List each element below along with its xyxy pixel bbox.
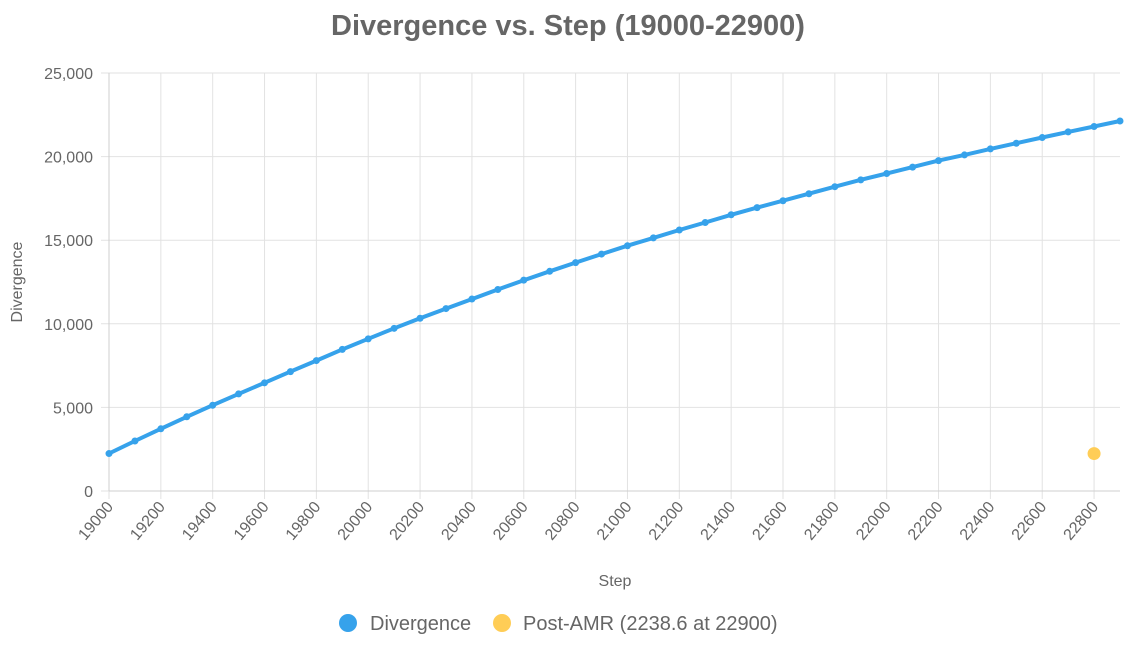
x-tick-label: 22400 bbox=[957, 499, 999, 544]
x-axis-label: Step bbox=[599, 573, 632, 590]
data-point[interactable] bbox=[1116, 117, 1124, 125]
x-tick-label: 21400 bbox=[698, 499, 740, 544]
data-point[interactable] bbox=[727, 211, 735, 219]
data-point[interactable] bbox=[935, 157, 943, 165]
y-tick-label: 15,000 bbox=[44, 233, 93, 250]
data-point[interactable] bbox=[1012, 139, 1020, 147]
data-point[interactable] bbox=[183, 413, 191, 421]
x-tick-label: 20200 bbox=[387, 499, 429, 544]
data-point[interactable] bbox=[701, 218, 709, 226]
x-tick-label: 22200 bbox=[905, 499, 947, 544]
legend-label-post-amr: Post-AMR (2238.6 at 22900) bbox=[523, 613, 778, 635]
chart-title: Divergence vs. Step (19000-22900) bbox=[331, 10, 805, 42]
data-point[interactable] bbox=[675, 226, 683, 234]
data-point[interactable] bbox=[416, 314, 424, 322]
data-point[interactable] bbox=[831, 183, 839, 191]
data-point[interactable] bbox=[883, 169, 891, 177]
x-axis: 19000 19200 19400 19600 19800 20000 20200 20400… bbox=[75, 499, 1102, 544]
data-point[interactable] bbox=[235, 390, 243, 398]
data-point[interactable] bbox=[131, 437, 139, 445]
legend-swatch-divergence bbox=[339, 614, 357, 632]
x-tick-label: 22600 bbox=[1009, 499, 1051, 544]
data-point[interactable] bbox=[779, 197, 787, 205]
x-tick-label: 20400 bbox=[438, 499, 480, 544]
data-point[interactable] bbox=[960, 151, 968, 159]
x-tick-label: 19400 bbox=[179, 499, 221, 544]
x-tick-label: 22800 bbox=[1061, 499, 1103, 544]
series bbox=[105, 117, 1124, 461]
y-tick-label: 0 bbox=[84, 484, 93, 501]
x-tick-label: 21000 bbox=[594, 499, 636, 544]
data-point[interactable] bbox=[986, 145, 994, 153]
data-point[interactable] bbox=[442, 305, 450, 313]
x-tick-label: 21600 bbox=[749, 499, 791, 544]
data-point[interactable] bbox=[105, 450, 113, 458]
x-tick-label: 19800 bbox=[283, 499, 325, 544]
data-point[interactable] bbox=[546, 267, 554, 275]
legend-label-divergence: Divergence bbox=[370, 613, 471, 635]
data-point[interactable] bbox=[312, 357, 320, 365]
x-tick-label: 19200 bbox=[127, 499, 169, 544]
x-tick-label: 20600 bbox=[490, 499, 532, 544]
data-point[interactable] bbox=[1090, 123, 1098, 131]
series-line-0 bbox=[107, 119, 1122, 456]
x-tick-label: 21800 bbox=[801, 499, 843, 544]
data-point[interactable] bbox=[286, 368, 294, 376]
x-tick-label: 19000 bbox=[75, 499, 117, 544]
data-point[interactable] bbox=[598, 250, 606, 258]
data-point[interactable] bbox=[364, 335, 372, 343]
data-point[interactable] bbox=[572, 259, 580, 267]
data-point[interactable] bbox=[390, 324, 398, 332]
data-point[interactable] bbox=[805, 190, 813, 198]
data-point[interactable] bbox=[909, 163, 917, 171]
data-point[interactable] bbox=[157, 425, 165, 433]
legend-item-divergence[interactable]: Divergence bbox=[339, 613, 471, 635]
data-point[interactable] bbox=[857, 176, 865, 184]
data-point[interactable] bbox=[468, 295, 476, 303]
data-point[interactable] bbox=[623, 242, 631, 250]
legend-swatch-post-amr bbox=[493, 614, 511, 632]
x-tick-label: 20800 bbox=[542, 499, 584, 544]
y-tick-label: 20,000 bbox=[44, 150, 93, 167]
data-point[interactable] bbox=[494, 286, 502, 294]
data-point[interactable] bbox=[1064, 128, 1072, 136]
x-tick-label: 21200 bbox=[646, 499, 688, 544]
y-axis-label: Divergence bbox=[9, 241, 26, 322]
y-axis: 0 5,000 10,000 15,000 20,000 25,000 bbox=[44, 66, 93, 501]
post-amr-point[interactable] bbox=[1087, 447, 1101, 461]
y-tick-label: 25,000 bbox=[44, 66, 93, 83]
x-tick-label: 22000 bbox=[853, 499, 895, 544]
data-point[interactable] bbox=[753, 204, 761, 212]
y-tick-label: 10,000 bbox=[44, 317, 93, 334]
data-point[interactable] bbox=[649, 234, 657, 242]
data-point[interactable] bbox=[261, 379, 269, 387]
data-point[interactable] bbox=[338, 345, 346, 353]
data-point[interactable] bbox=[209, 401, 217, 409]
data-point[interactable] bbox=[520, 276, 528, 284]
grid bbox=[101, 72, 1120, 499]
y-tick-label: 5,000 bbox=[53, 400, 93, 417]
legend-item-post-amr[interactable]: Post-AMR (2238.6 at 22900) bbox=[493, 613, 778, 635]
data-point[interactable] bbox=[1038, 134, 1046, 142]
x-tick-label: 20000 bbox=[335, 499, 377, 544]
legend: Divergence Post-AMR (2238.6 at 22900) bbox=[339, 613, 778, 635]
x-tick-label: 19600 bbox=[231, 499, 273, 544]
